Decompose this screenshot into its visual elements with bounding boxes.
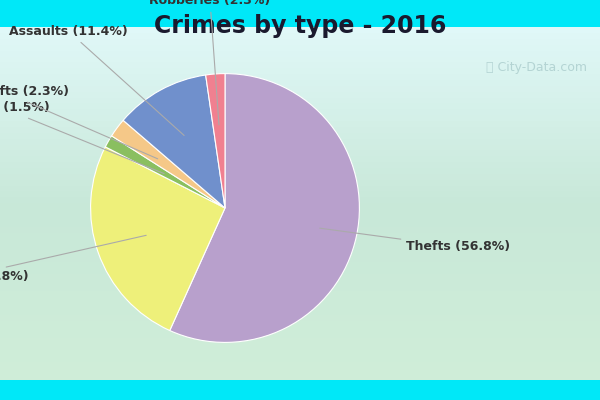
Bar bbox=[0, 39, 600, 46]
Bar bbox=[0, 121, 600, 128]
Bar bbox=[0, 215, 600, 222]
Bar bbox=[0, 45, 600, 52]
Bar bbox=[0, 192, 600, 198]
Bar bbox=[0, 51, 600, 57]
Bar bbox=[0, 344, 600, 351]
Bar bbox=[0, 98, 600, 104]
Bar bbox=[0, 303, 600, 310]
Bar bbox=[0, 221, 600, 228]
Bar bbox=[0, 268, 600, 274]
Wedge shape bbox=[106, 136, 225, 208]
Bar bbox=[0, 27, 600, 34]
Bar bbox=[0, 238, 600, 245]
Bar bbox=[0, 209, 600, 216]
Bar bbox=[0, 256, 600, 263]
Wedge shape bbox=[91, 147, 225, 330]
Text: Auto thefts (2.3%): Auto thefts (2.3%) bbox=[0, 85, 158, 159]
Bar bbox=[0, 362, 600, 368]
Bar bbox=[0, 280, 600, 286]
Bar bbox=[0, 297, 600, 304]
Bar bbox=[0, 56, 600, 63]
Wedge shape bbox=[206, 74, 225, 208]
Text: Rapes (1.5%): Rapes (1.5%) bbox=[0, 102, 164, 174]
Bar bbox=[0, 104, 600, 110]
Bar bbox=[0, 291, 600, 298]
Bar bbox=[0, 62, 600, 69]
Bar bbox=[0, 174, 600, 180]
Bar bbox=[0, 168, 600, 175]
Bar bbox=[0, 156, 600, 163]
Bar bbox=[0, 68, 600, 75]
Bar bbox=[0, 115, 600, 122]
Bar bbox=[0, 139, 600, 145]
Bar bbox=[0, 338, 600, 345]
Bar bbox=[0, 203, 600, 210]
Bar bbox=[0, 332, 600, 339]
Text: Thefts (56.8%): Thefts (56.8%) bbox=[320, 228, 511, 254]
Bar bbox=[0, 285, 600, 292]
Text: Burglaries (25.8%): Burglaries (25.8%) bbox=[0, 235, 146, 284]
Wedge shape bbox=[170, 74, 359, 342]
Bar bbox=[0, 80, 600, 87]
Bar bbox=[0, 133, 600, 140]
Bar bbox=[0, 86, 600, 92]
Text: Robberies (2.3%): Robberies (2.3%) bbox=[149, 0, 271, 125]
Bar bbox=[0, 262, 600, 268]
Bar bbox=[0, 274, 600, 280]
Bar bbox=[0, 320, 600, 327]
Bar bbox=[0, 315, 600, 321]
Bar bbox=[0, 373, 600, 380]
Bar bbox=[0, 326, 600, 333]
Bar bbox=[0, 197, 600, 204]
Bar bbox=[0, 180, 600, 186]
Wedge shape bbox=[112, 120, 225, 208]
Bar bbox=[0, 144, 600, 151]
Text: ⓘ City-Data.com: ⓘ City-Data.com bbox=[485, 62, 587, 74]
Bar bbox=[0, 162, 600, 169]
Bar bbox=[0, 350, 600, 356]
Bar bbox=[0, 150, 600, 157]
Text: Assaults (11.4%): Assaults (11.4%) bbox=[9, 25, 184, 136]
Bar bbox=[0, 33, 600, 40]
Text: Crimes by type - 2016: Crimes by type - 2016 bbox=[154, 14, 446, 38]
Bar bbox=[0, 232, 600, 239]
Bar bbox=[0, 244, 600, 251]
Bar bbox=[0, 109, 600, 116]
Bar bbox=[0, 227, 600, 233]
Bar bbox=[0, 309, 600, 316]
Bar bbox=[0, 28, 600, 380]
Wedge shape bbox=[123, 75, 225, 208]
Bar bbox=[0, 356, 600, 362]
Bar bbox=[0, 186, 600, 192]
Bar bbox=[0, 92, 600, 98]
Bar bbox=[0, 368, 600, 374]
Bar bbox=[0, 250, 600, 257]
Bar bbox=[0, 127, 600, 134]
Bar bbox=[0, 74, 600, 81]
